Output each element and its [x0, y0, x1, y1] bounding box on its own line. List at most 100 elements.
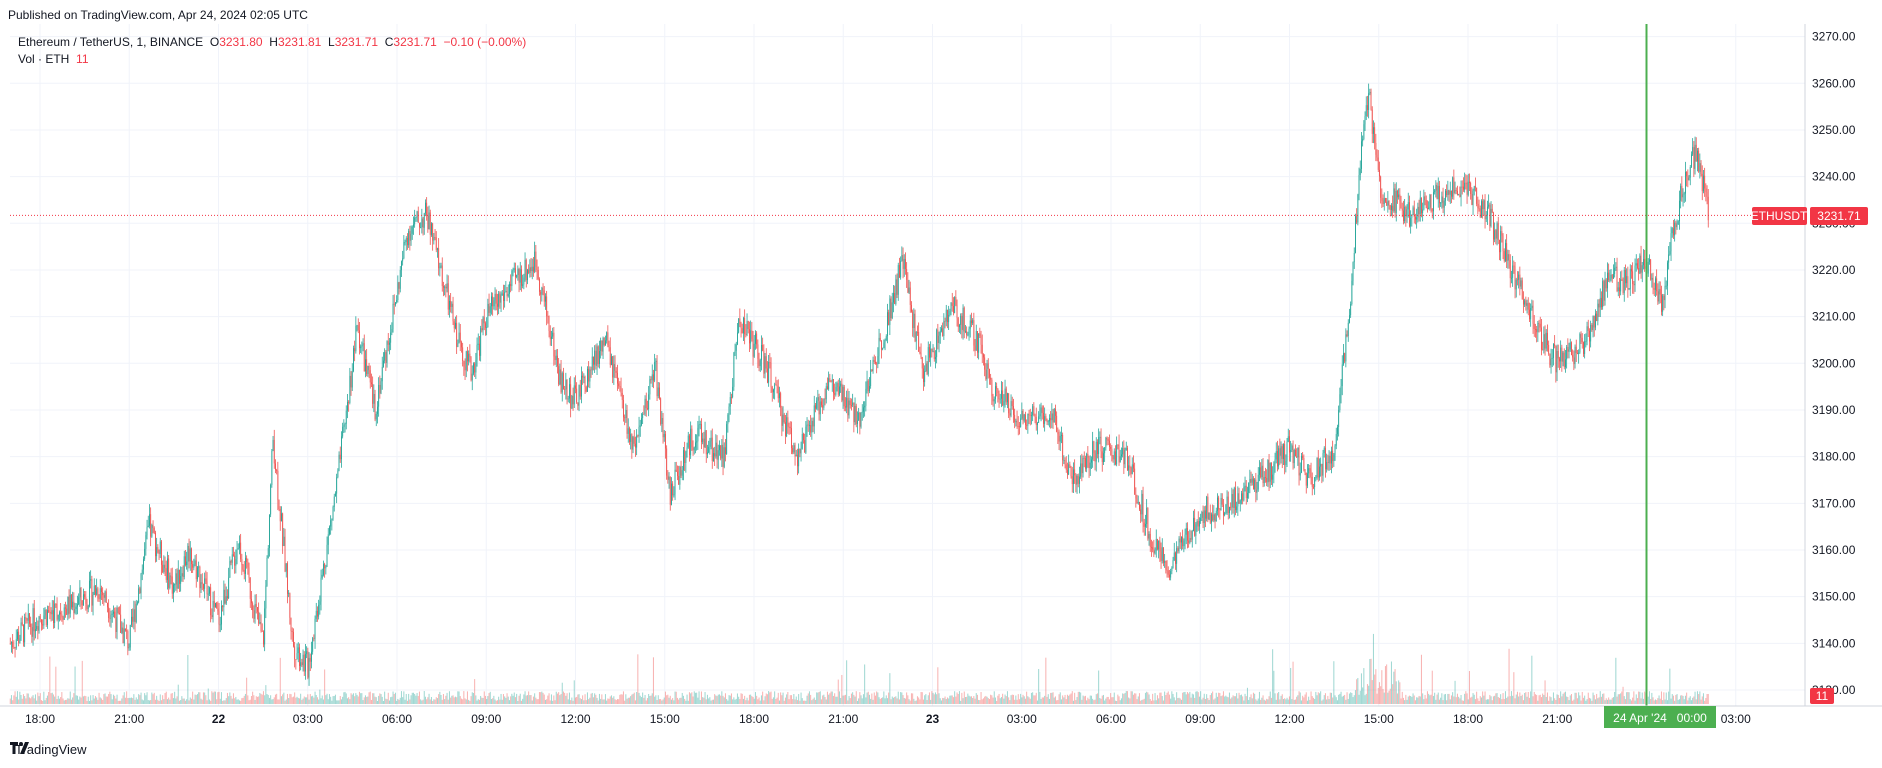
- volume-bar: [870, 698, 872, 704]
- candle-body: [1323, 447, 1325, 454]
- candle-body: [805, 426, 807, 453]
- candle-body: [1394, 188, 1396, 213]
- candle-body: [867, 380, 869, 392]
- candle-body: [1483, 200, 1485, 210]
- volume-bar: [237, 699, 239, 704]
- candle-body: [192, 564, 194, 568]
- volume-bar: [1118, 696, 1120, 704]
- volume-bar: [316, 697, 318, 704]
- candle-body: [1548, 344, 1550, 354]
- volume-bar: [336, 700, 338, 704]
- candle-body: [1113, 451, 1115, 460]
- volume-bar: [426, 699, 428, 704]
- candle-body: [876, 363, 878, 365]
- volume-bar: [1461, 700, 1463, 704]
- candle-body: [1507, 254, 1509, 261]
- volume-bar: [732, 699, 734, 704]
- candle-body: [621, 392, 623, 400]
- candle-body: [1429, 194, 1431, 208]
- volume-bar: [514, 697, 516, 704]
- candle-body: [1425, 200, 1427, 209]
- candle-body: [1561, 347, 1563, 362]
- volume-bar: [378, 695, 380, 704]
- volume-bar: [56, 698, 58, 704]
- candle-body: [1172, 560, 1174, 569]
- candle-body: [235, 559, 237, 566]
- volume-bar: [720, 695, 722, 704]
- candle-body: [620, 386, 622, 393]
- volume-bar: [1176, 692, 1178, 704]
- candle-body: [132, 616, 134, 622]
- volume-bar: [814, 699, 816, 704]
- volume-bar: [1245, 696, 1247, 704]
- volume-bar: [619, 694, 621, 704]
- volume-bar: [1641, 692, 1643, 704]
- candle-body: [1363, 124, 1365, 139]
- candle-body: [777, 386, 779, 399]
- volume-bar: [1494, 695, 1496, 704]
- volume-bar: [170, 693, 172, 704]
- volume-bar: [1436, 694, 1438, 704]
- volume-bar: [344, 691, 346, 704]
- candle-body: [423, 213, 425, 228]
- candle-body: [725, 447, 726, 454]
- volume-bar: [909, 700, 911, 704]
- footer-branding[interactable]: TradingView: [10, 742, 87, 757]
- candle-body: [1649, 259, 1650, 262]
- candle-body: [627, 428, 629, 434]
- price-axis-background: [1805, 24, 1882, 706]
- volume-bar: [204, 692, 206, 704]
- candle-body: [85, 597, 87, 604]
- volume-bar: [1158, 698, 1160, 704]
- candle-body: [1245, 485, 1247, 499]
- volume-bar: [217, 692, 219, 704]
- volume-bar: [1005, 696, 1007, 704]
- volume-bar: [735, 698, 737, 704]
- volume-bar: [174, 691, 176, 704]
- candle-body: [1202, 512, 1204, 524]
- legend-volume-label[interactable]: Vol · ETH: [18, 52, 70, 66]
- candle-body: [468, 353, 470, 362]
- volume-bar: [459, 696, 461, 704]
- volume-bar: [1228, 692, 1230, 704]
- volume-bar: [728, 695, 730, 704]
- volume-bar: [627, 697, 629, 704]
- volume-bar: [1033, 695, 1035, 704]
- volume-bar: [649, 695, 651, 704]
- volume-bar: [813, 697, 815, 704]
- candle-body: [825, 386, 827, 400]
- candle-body: [1562, 352, 1564, 362]
- candle-body: [1077, 475, 1079, 484]
- volume-bar: [544, 699, 546, 704]
- volume-bar: [141, 699, 143, 704]
- volume-bar: [444, 699, 446, 704]
- volume-bar: [1066, 694, 1068, 704]
- candle-body: [285, 563, 287, 572]
- candle-body: [531, 266, 533, 272]
- volume-bar: [1112, 697, 1114, 704]
- candle-body: [338, 454, 340, 471]
- volume-bar: [1356, 679, 1358, 704]
- candle-body: [246, 557, 248, 562]
- volume-bar: [224, 700, 226, 704]
- candle-body: [1497, 223, 1499, 240]
- volume-bar: [842, 695, 844, 704]
- candle-body: [405, 238, 407, 243]
- candle-body: [1675, 222, 1677, 228]
- candle-body: [1671, 228, 1673, 234]
- volume-bar: [260, 693, 262, 704]
- candle-body: [547, 316, 549, 318]
- volume-bar: [1602, 693, 1604, 704]
- candle-body: [1476, 187, 1478, 204]
- candle-body: [1005, 388, 1007, 403]
- candle-body: [75, 606, 77, 609]
- candle-body: [80, 587, 82, 601]
- volume-bar: [460, 698, 462, 704]
- volume-bar: [840, 697, 842, 704]
- volume-bar: [434, 699, 436, 704]
- candle-body: [1532, 305, 1534, 324]
- legend-symbol[interactable]: Ethereum / TetherUS, 1, BINANCE: [18, 35, 204, 49]
- candle-body: [281, 513, 282, 522]
